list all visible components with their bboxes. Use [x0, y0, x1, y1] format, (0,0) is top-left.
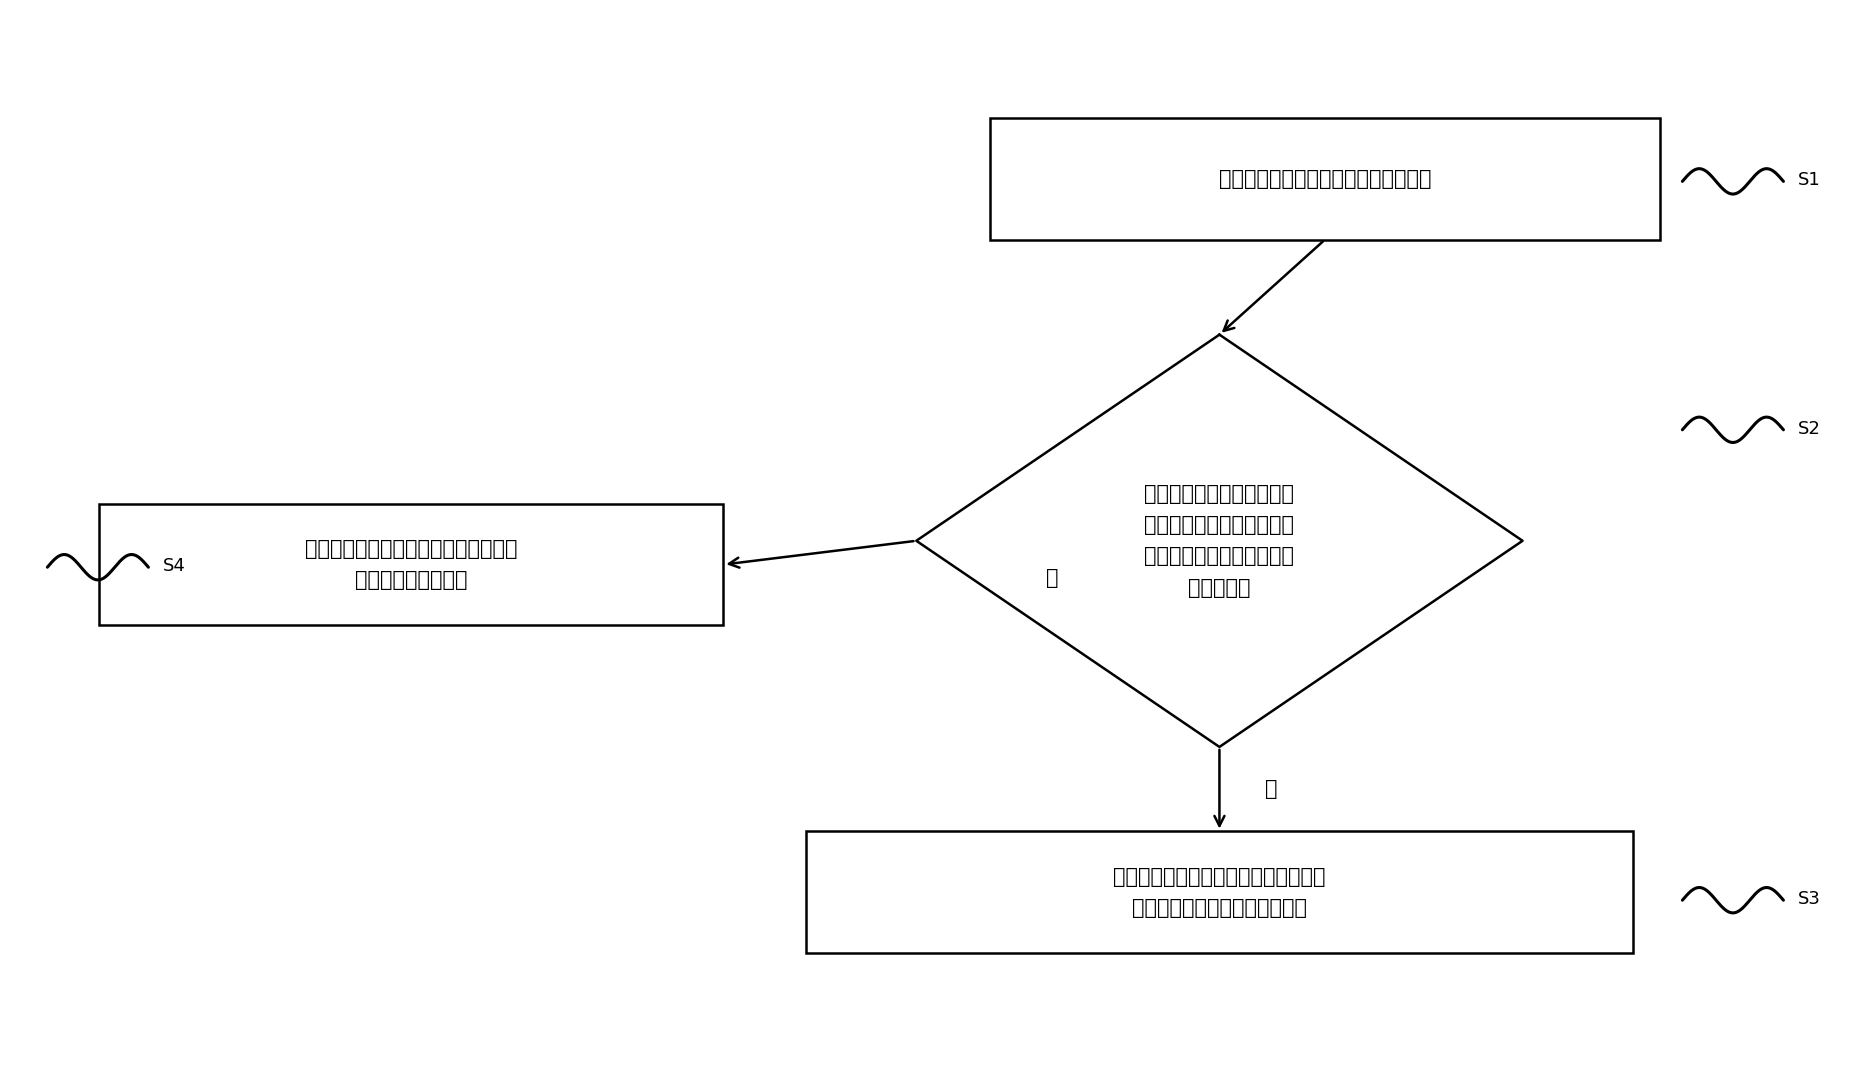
- Text: 确定热水器不符合节能取水条件，不切
换热水器的工作模式: 确定热水器不符合节能取水条件，不切 换热水器的工作模式: [305, 539, 518, 590]
- Text: 否: 否: [1046, 568, 1059, 588]
- Bar: [805, 831, 1633, 953]
- Bar: [98, 503, 724, 625]
- Text: 确定热水器符合节能取水条件，热水器
的工作模式切换为节能取水模式: 确定热水器符合节能取水条件，热水器 的工作模式切换为节能取水模式: [1112, 866, 1325, 918]
- Text: 判断热水器的上次燃烧加热
的总水量是否大于预设水量
且当前出水温度是否大于预
设温度阈值: 判断热水器的上次燃烧加热 的总水量是否大于预设水量 且当前出水温度是否大于预 设…: [1144, 484, 1294, 598]
- Text: S1: S1: [1797, 171, 1821, 190]
- Text: S3: S3: [1797, 890, 1821, 908]
- Text: S2: S2: [1797, 420, 1821, 438]
- Bar: [990, 118, 1660, 240]
- Text: 是: 是: [1264, 780, 1277, 799]
- Text: 根据用户的取水操作生成节能取水指令: 根据用户的取水操作生成节能取水指令: [1218, 169, 1431, 188]
- Text: S4: S4: [163, 557, 185, 575]
